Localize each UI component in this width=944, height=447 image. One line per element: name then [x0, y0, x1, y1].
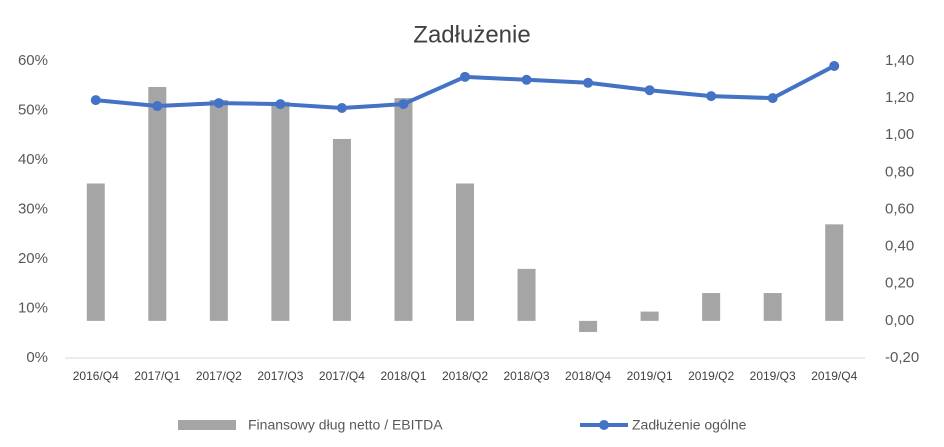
- line-marker: [767, 93, 778, 104]
- y2-tick-label: 0,80: [885, 163, 914, 180]
- bar: [394, 98, 413, 321]
- y2-tick-label: 1,00: [885, 126, 914, 143]
- y2-tick-label: -0,20: [885, 349, 919, 366]
- bar: [579, 320, 598, 333]
- line-marker: [152, 101, 163, 112]
- line-marker: [583, 77, 594, 88]
- x-tick-label: 2018/Q2: [442, 369, 488, 383]
- legend-marker: [599, 420, 609, 430]
- y-tick-label: 20%: [18, 250, 48, 267]
- bar: [456, 183, 474, 321]
- x-tick-label: 2017/Q4: [319, 369, 365, 383]
- y2-tick-label: 1,40: [885, 52, 914, 69]
- line-marker: [398, 99, 409, 110]
- bar: [209, 99, 228, 321]
- line-marker: [521, 74, 532, 85]
- x-tick-label: 2016/Q4: [73, 369, 119, 383]
- y-tick-label: 60%: [18, 52, 48, 69]
- bar: [148, 86, 167, 321]
- bar: [271, 101, 290, 321]
- bar: [825, 224, 844, 321]
- line-marker: [213, 98, 224, 109]
- y2-tick-label: 0,20: [885, 275, 914, 292]
- legend-label: Zadłużenie ogólne: [632, 417, 747, 433]
- x-tick-label: 2018/Q1: [380, 369, 426, 383]
- x-tick-label: 2017/Q2: [196, 369, 242, 383]
- bar: [702, 293, 721, 321]
- line-marker: [460, 71, 470, 82]
- line-marker: [336, 103, 347, 114]
- line-marker: [706, 91, 717, 102]
- y2-tick-label: 0,00: [885, 312, 914, 329]
- bar: [517, 268, 536, 321]
- y-tick-label: 30%: [18, 200, 48, 217]
- x-tick-label: 2017/Q1: [134, 369, 180, 383]
- y2-tick-label: 0,60: [885, 200, 914, 217]
- y-tick-label: 10%: [18, 299, 48, 316]
- line-marker: [275, 99, 286, 110]
- bar: [640, 311, 659, 321]
- bar: [763, 293, 782, 321]
- bar: [332, 138, 351, 321]
- x-tick-label: 2019/Q4: [811, 369, 857, 383]
- line-marker: [644, 85, 655, 96]
- x-tick-label: 2017/Q3: [257, 369, 303, 383]
- x-tick-label: 2019/Q3: [750, 369, 796, 383]
- chart-title: Zadłużenie: [413, 21, 530, 48]
- legend-label: Finansowy dług netto / EBITDA: [248, 417, 443, 433]
- line-marker: [829, 60, 840, 71]
- line-marker: [90, 95, 101, 106]
- x-tick-label: 2019/Q1: [627, 369, 673, 383]
- y-tick-label: 0%: [26, 349, 48, 366]
- x-tick-label: 2019/Q2: [688, 369, 734, 383]
- x-tick-label: 2018/Q3: [504, 369, 550, 383]
- bar: [86, 183, 105, 321]
- y-tick-label: 50%: [18, 101, 48, 118]
- legend-swatch: [178, 420, 236, 430]
- y2-tick-label: 1,20: [885, 89, 914, 106]
- y-tick-label: 40%: [18, 151, 48, 168]
- x-tick-label: 2018/Q4: [565, 369, 611, 383]
- y2-tick-label: 0,40: [885, 238, 914, 255]
